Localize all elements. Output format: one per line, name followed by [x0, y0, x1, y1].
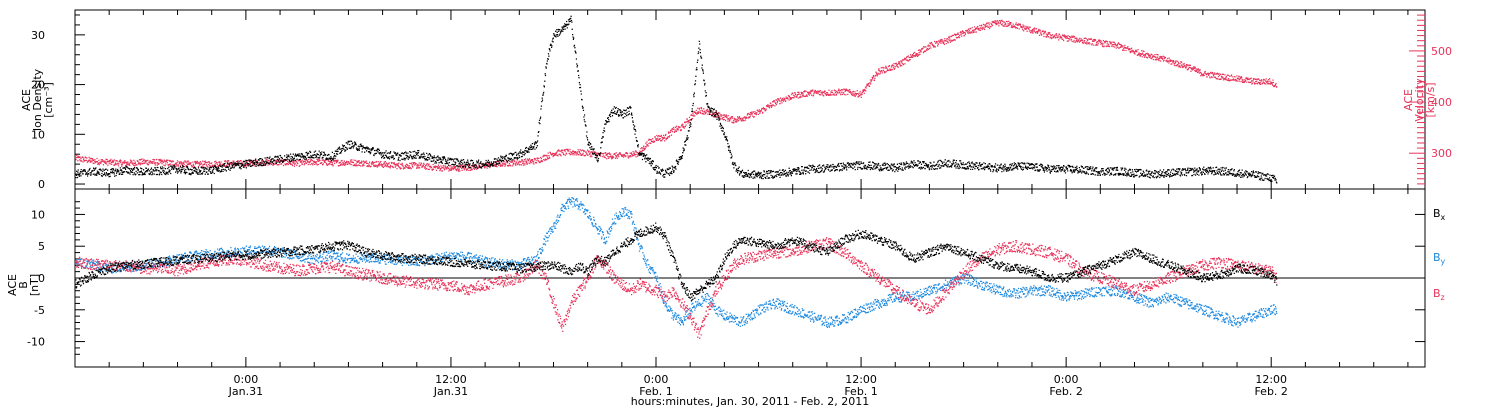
velocity-tick-label: 300: [1431, 147, 1452, 160]
field-tick-label: -5: [34, 304, 45, 317]
date-tick-label: Feb. 2: [1049, 385, 1082, 398]
velocity-tick-label: 400: [1431, 96, 1452, 109]
date-tick-label: Jan.31: [433, 385, 468, 398]
field-tick-label: 10: [31, 208, 45, 221]
velocity-series-dots: [75, 19, 1278, 172]
legend-By: By: [1433, 251, 1446, 266]
velocity-axis-label-line2: Velocity: [1413, 78, 1426, 122]
legend-Bx: Bx: [1433, 207, 1446, 222]
top-data: [75, 15, 1278, 184]
date-tick-label: Feb. 1: [844, 385, 877, 398]
density-tick-label: 20: [31, 79, 45, 92]
time-tick-label: 12:00: [435, 373, 467, 386]
density-axis-label-line3: [cm⁻³]: [42, 82, 55, 118]
legend-Bz: Bz: [1433, 287, 1445, 302]
time-tick-label: 0:00: [234, 373, 259, 386]
time-tick-label: 0:00: [1054, 373, 1079, 386]
date-tick-label: Jan.31: [228, 385, 263, 398]
density-axis-label-line1: ACE: [20, 89, 33, 111]
bz-series-dots: [75, 237, 1278, 339]
time-tick-label: 12:00: [845, 373, 877, 386]
time-tick-label: 0:00: [644, 373, 669, 386]
velocity-axis-label-line3: [km/s]: [1424, 82, 1437, 117]
bz-series: [75, 237, 1278, 339]
field-axis-label-line2: B: [17, 281, 30, 289]
density-series-dots: [75, 15, 1278, 184]
x-axis-label: hours:minutes, Jan. 30, 2011 - Feb. 2, 2…: [631, 395, 870, 408]
date-tick-label: Feb. 1: [639, 385, 672, 398]
velocity-tick-label: 500: [1431, 45, 1452, 58]
density-tick-label: 0: [38, 178, 45, 191]
field-axis-label-line3: [nT]: [28, 274, 41, 296]
density-series: [75, 15, 1278, 184]
date-tick-label: Feb. 2: [1254, 385, 1287, 398]
bx-series: [75, 222, 1278, 302]
density-axis-label-line2: Ion Density: [31, 68, 44, 131]
field-tick-label: 5: [38, 240, 45, 253]
density-tick-label: 10: [31, 128, 45, 141]
velocity-axis-label-line1: ACE: [1402, 89, 1415, 111]
time-tick-label: 12:00: [1255, 373, 1287, 386]
field-axis-label-line1: ACE: [6, 274, 19, 296]
field-tick-label: -10: [27, 336, 45, 349]
field-tick-label: 0: [38, 272, 45, 285]
bx-series-dots: [75, 222, 1278, 302]
velocity-series: [75, 19, 1278, 172]
density-tick-label: 30: [31, 29, 45, 42]
bottom-data: [75, 197, 1278, 339]
